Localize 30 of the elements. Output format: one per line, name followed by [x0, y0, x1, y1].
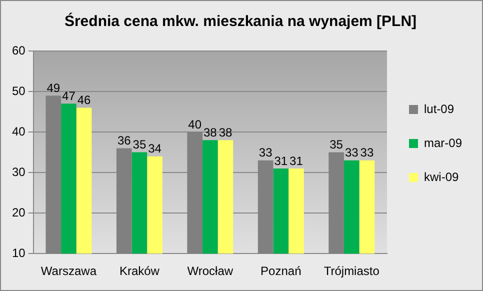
y-tick-label: 40: [12, 124, 26, 138]
y-tick-label: 50: [12, 84, 26, 98]
legend-label: lut-09: [424, 102, 454, 116]
data-label: 47: [62, 88, 76, 103]
x-tick-label: Poznań: [260, 264, 302, 278]
data-label: 38: [203, 125, 218, 140]
chart-title: Średnia cena mkw. mieszkania na wynajem [PLN]: [64, 12, 417, 30]
y-tick-label: 60: [12, 43, 26, 58]
data-label: 49: [46, 80, 60, 95]
data-label: 46: [77, 93, 92, 108]
x-tick-label: Warszawa: [40, 264, 97, 278]
data-label: 36: [117, 134, 132, 148]
data-label: 31: [274, 154, 288, 168]
data-label: 38: [218, 125, 232, 140]
x-tick-label: Trójmiasto: [324, 264, 380, 278]
data-label: 40: [188, 117, 202, 132]
y-tick-label: 20: [12, 205, 26, 220]
data-label: 33: [344, 146, 359, 160]
data-label: 35: [132, 138, 146, 152]
data-label: 33: [360, 146, 374, 160]
data-label: 34: [148, 142, 162, 156]
x-tick-label: Kraków: [119, 264, 160, 278]
y-tick-label: 10: [12, 246, 26, 260]
legend-label: mar-09: [424, 136, 462, 150]
data-label: 31: [290, 154, 304, 168]
x-tick-label: Wrocław: [187, 264, 234, 278]
y-tick-label: 30: [12, 164, 26, 179]
legend-label: kwi-09: [424, 170, 459, 184]
data-label: 33: [258, 146, 273, 160]
data-label: 35: [330, 138, 344, 152]
